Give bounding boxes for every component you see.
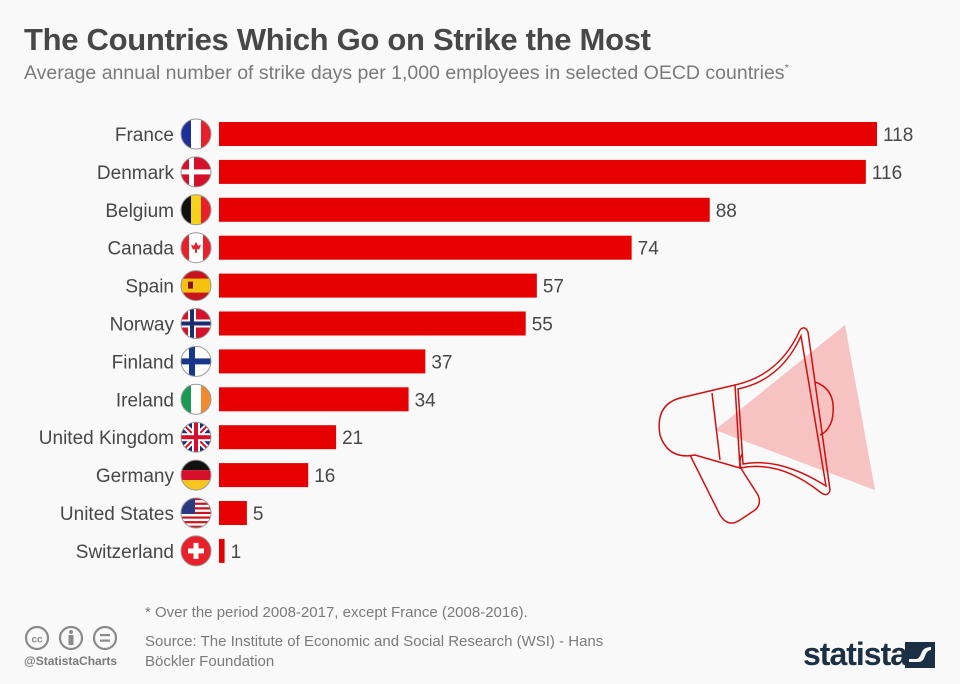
social-handle: @StatistaCharts [24, 654, 118, 668]
category-label: Canada [107, 239, 174, 260]
category-label: France [115, 125, 174, 146]
value-label: 21 [342, 428, 363, 449]
bar-row: Finland 37 [112, 345, 452, 377]
statista-logo-icon [905, 642, 935, 668]
spain-flag-icon [180, 270, 212, 302]
value-label: 5 [253, 504, 264, 525]
finland-flag-icon [180, 345, 212, 377]
uk-flag-icon [180, 421, 212, 453]
chart-subtitle: Average annual number of strike days per… [24, 62, 789, 85]
germany-flag-icon [180, 459, 212, 491]
category-label: United Kingdom [39, 428, 174, 449]
bar [219, 235, 632, 260]
bar [219, 387, 409, 412]
bar-row: Norway 55 [110, 308, 553, 339]
value-label: 55 [532, 315, 553, 336]
category-label: Germany [96, 466, 175, 487]
value-label: 37 [431, 352, 452, 373]
category-label: Switzerland [76, 542, 174, 563]
bar [219, 159, 866, 184]
bar-row: Canada 74 [107, 232, 660, 264]
bar-row: Spain 57 [125, 270, 564, 302]
category-label: Norway [110, 315, 175, 336]
bar [219, 501, 247, 525]
france-flag-icon [180, 118, 212, 150]
value-label: 116 [872, 163, 902, 184]
category-label: Belgium [105, 201, 174, 222]
bar [219, 122, 877, 146]
bar [219, 311, 526, 336]
bar-row: United Kingdom 21 [39, 421, 363, 453]
bar [219, 273, 537, 298]
belgium-flag-icon [180, 194, 212, 226]
bar-row: Germany 16 [96, 459, 335, 491]
value-label: 57 [543, 277, 564, 298]
value-label: 1 [231, 542, 242, 563]
source-text: Source: The Institute of Economic and So… [145, 633, 604, 670]
svg-text:cc: cc [31, 635, 43, 646]
statista-logo[interactable]: statista [803, 636, 908, 672]
value-label: 16 [314, 466, 335, 487]
bar-row: Belgium 88 [105, 194, 737, 226]
bar-row: Ireland 34 [116, 383, 437, 415]
norway-flag-icon [180, 308, 212, 339]
usa-flag-icon [180, 497, 212, 529]
bar [219, 463, 309, 488]
category-label: Finland [112, 352, 174, 373]
denmark-flag-icon [180, 156, 212, 188]
footnote: * Over the period 2008-2017, except Fran… [145, 604, 528, 621]
megaphone-icon [658, 325, 875, 524]
subtitle-text: Average annual number of strike days per… [24, 62, 785, 84]
ireland-flag-icon [180, 383, 212, 415]
bar-row: France 118 [115, 118, 913, 150]
no-derivatives-icon [92, 625, 118, 651]
value-label: 88 [716, 201, 737, 222]
bar [219, 349, 426, 374]
canada-flag-icon [180, 232, 212, 264]
value-label: 74 [638, 239, 660, 260]
subtitle-marker: * [784, 62, 789, 75]
cc-icon [24, 625, 50, 651]
license-icons: cc [24, 625, 118, 651]
switzerland-flag-icon [180, 535, 212, 567]
bar-row: Switzerland 1 [76, 535, 242, 567]
attribution-icon [58, 625, 84, 651]
category-label: Ireland [116, 390, 174, 411]
chart-title: The Countries Which Go on Strike the Mos… [24, 22, 651, 57]
category-label: Denmark [97, 163, 175, 184]
value-label: 34 [415, 390, 437, 411]
bar-row: United States 5 [60, 497, 264, 529]
category-label: United States [60, 504, 174, 525]
bar [219, 425, 337, 450]
bar-row: Denmark 116 [97, 156, 902, 188]
bar [219, 197, 710, 222]
value-label: 118 [883, 125, 913, 146]
bar [219, 538, 225, 563]
category-label: Spain [125, 277, 174, 298]
